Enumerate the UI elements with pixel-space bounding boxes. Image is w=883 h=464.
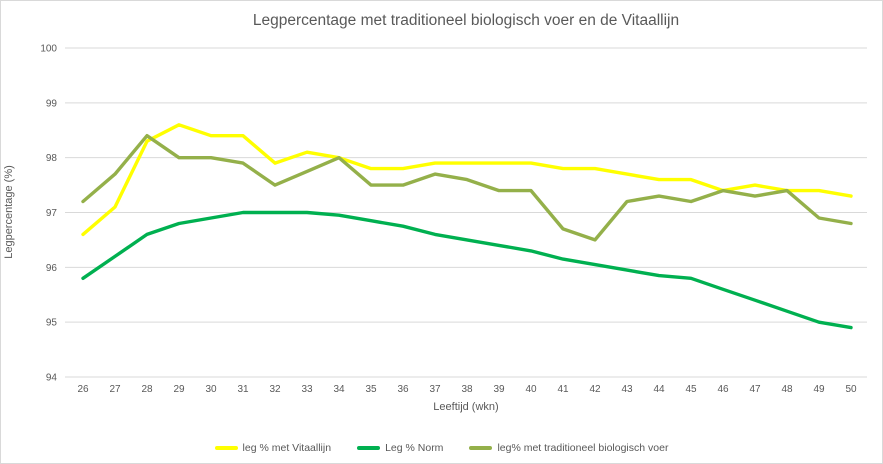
- legend-swatch-icon: [214, 446, 238, 450]
- y-axis-title: Legpercentage (%): [3, 165, 15, 259]
- y-tick-label: 99: [46, 98, 58, 109]
- series-line-3: [81, 133, 853, 242]
- x-tick-label: 47: [749, 384, 761, 395]
- x-tick-label: 44: [653, 384, 665, 395]
- legend-swatch-icon: [469, 446, 493, 450]
- legend-item-1: leg % met Vitaallijn: [214, 442, 332, 454]
- legend-swatch-icon: [357, 446, 381, 450]
- x-tick-label: 49: [813, 384, 825, 395]
- y-tick-label: 95: [46, 318, 58, 329]
- x-tick-label: 48: [781, 384, 793, 395]
- series-line-2: [81, 210, 853, 330]
- x-tick-label: 45: [685, 384, 697, 395]
- x-tick-label: 46: [717, 384, 729, 395]
- legend-item-3: leg% met traditioneel biologisch voer: [469, 442, 668, 454]
- x-axis-title: Leeftijd (wkn): [433, 401, 499, 413]
- y-tick-label: 98: [46, 153, 58, 164]
- y-tick-label: 96: [46, 263, 58, 274]
- x-tick-label: 28: [141, 384, 153, 395]
- x-tick-label: 32: [269, 384, 281, 395]
- y-tick-label: 97: [46, 208, 58, 219]
- x-tick-label: 50: [845, 384, 857, 395]
- legend-label: Leg % Norm: [385, 442, 444, 454]
- x-tick-label: 36: [397, 384, 409, 395]
- x-tick-label: 31: [237, 384, 249, 395]
- x-tick-label: 30: [205, 384, 217, 395]
- legend-label: leg % met Vitaallijn: [242, 442, 332, 454]
- legend: leg % met Vitaallijn Leg % Norm leg% met t…: [1, 442, 882, 454]
- chart-title: Legpercentage met traditioneel biologisc…: [252, 12, 680, 29]
- y-tick-label: 94: [46, 373, 58, 384]
- x-tick-label: 34: [333, 384, 345, 395]
- x-tick-label: 33: [301, 384, 313, 395]
- x-tick-label: 43: [621, 384, 633, 395]
- x-tick-label: 40: [525, 384, 537, 395]
- x-tick-label: 26: [77, 384, 89, 395]
- x-tick-label: 29: [173, 384, 185, 395]
- x-tick-label: 38: [461, 384, 473, 395]
- y-tick-label: 100: [40, 44, 57, 55]
- x-tick-label: 41: [557, 384, 569, 395]
- x-tick-label: 27: [109, 384, 121, 395]
- x-tick-label: 35: [365, 384, 377, 395]
- x-tick-label: 37: [429, 384, 441, 395]
- legend-item-2: Leg % Norm: [357, 442, 443, 454]
- legend-label: leg% met traditioneel biologisch voer: [497, 442, 669, 454]
- x-tick-label: 39: [493, 384, 505, 395]
- x-tick-label: 42: [589, 384, 601, 395]
